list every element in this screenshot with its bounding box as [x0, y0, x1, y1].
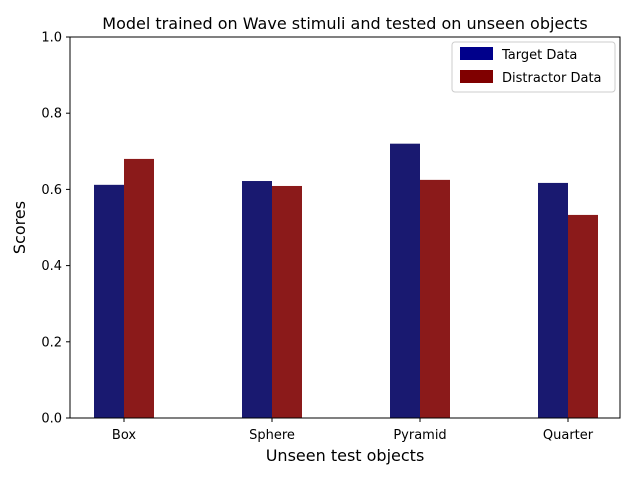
x-tick-label-box: Box — [112, 428, 136, 443]
legend: Target Data Distractor Data — [451, 41, 616, 93]
bar-distractor-pyramid — [420, 179, 450, 418]
y-axis: 0.0 0.2 0.4 0.6 0.8 1.0 — [41, 31, 70, 427]
bar-distractor-quarter — [568, 214, 598, 418]
x-axis-label: Unseen test objects — [266, 446, 425, 465]
y-axis-label: Scores — [10, 201, 29, 254]
bar-distractor-box — [124, 158, 154, 419]
bar-distractor-sphere — [272, 185, 302, 418]
bars-group — [94, 143, 598, 419]
y-tick-label: 0.6 — [41, 183, 62, 198]
y-tick-label: 0.2 — [41, 335, 62, 350]
x-axis: Box Sphere Pyramid Quarter — [112, 418, 594, 443]
y-tick-label: 0.0 — [41, 412, 62, 427]
bar-target-quarter — [538, 182, 568, 418]
y-tick-label: 1.0 — [41, 31, 62, 46]
x-tick-label-pyramid: Pyramid — [393, 428, 446, 443]
bar-target-pyramid — [390, 143, 420, 418]
bar-target-box — [94, 184, 124, 418]
x-tick-label-sphere: Sphere — [249, 428, 295, 443]
plot-frame — [69, 36, 621, 419]
legend-swatch-target — [460, 47, 493, 60]
y-tick-label: 0.4 — [41, 259, 62, 274]
y-tick-label: 0.8 — [41, 107, 62, 122]
chart-title: Model trained on Wave stimuli and tested… — [102, 14, 587, 33]
bar-target-sphere — [242, 181, 272, 418]
legend-label-target: Target Data — [501, 48, 577, 63]
legend-label-distractor: Distractor Data — [502, 71, 602, 86]
x-tick-label-quarter: Quarter — [543, 428, 594, 443]
legend-swatch-distractor — [460, 70, 493, 83]
